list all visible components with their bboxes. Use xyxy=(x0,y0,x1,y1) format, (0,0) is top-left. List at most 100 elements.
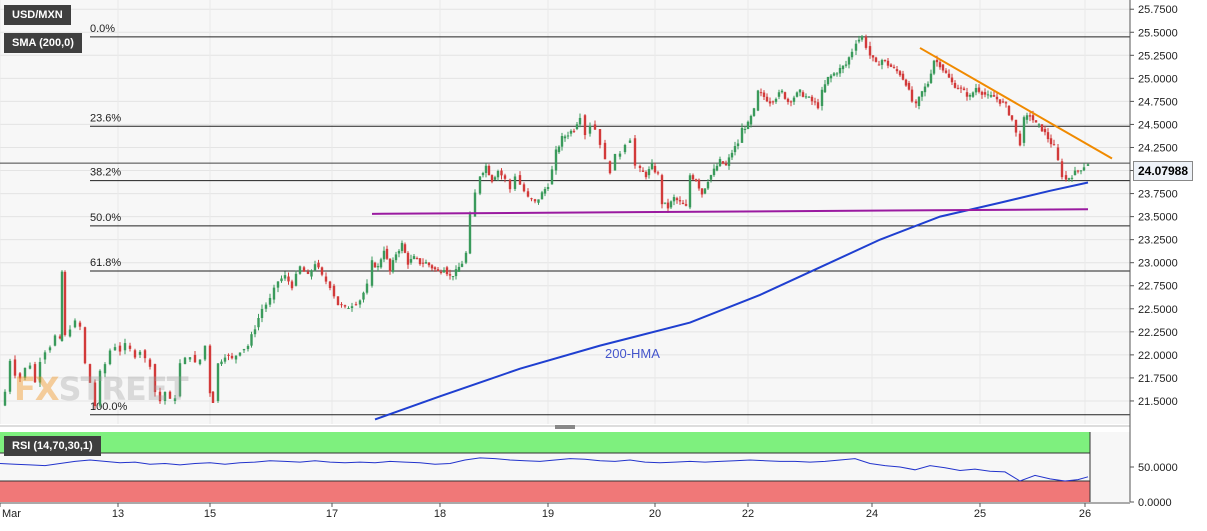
candle-body xyxy=(660,175,664,205)
candle-body xyxy=(762,92,766,97)
candle-body xyxy=(618,153,622,157)
candle-body xyxy=(168,391,172,399)
candle-body xyxy=(173,398,177,401)
candle-body xyxy=(901,73,905,80)
candle-body xyxy=(68,329,72,337)
candle-body xyxy=(18,373,22,379)
candle-body xyxy=(780,90,784,93)
y-axis-tick-label: 22.0000 xyxy=(1138,350,1178,362)
rsi-axis-tick-label: 50.0000 xyxy=(1138,462,1178,474)
panel-resize-handle xyxy=(555,425,575,429)
rsi-indicator-label[interactable]: RSI (14,70,30,1) xyxy=(4,436,101,456)
candle-body xyxy=(379,259,383,268)
candle-body xyxy=(578,117,582,125)
candle-body xyxy=(283,275,287,279)
candle-body xyxy=(1040,124,1044,132)
candle-body xyxy=(382,250,386,260)
candle-body xyxy=(540,192,544,200)
candle-body xyxy=(533,199,537,202)
candle-body xyxy=(1031,115,1035,121)
candle-body xyxy=(63,271,67,335)
candle-body xyxy=(823,84,827,93)
candle-body xyxy=(694,179,698,182)
fib-level-label: 61.8% xyxy=(90,257,121,269)
y-axis-tick-label: 23.0000 xyxy=(1138,258,1178,270)
candle-body xyxy=(783,92,787,99)
candle-body xyxy=(13,359,17,376)
candle-body xyxy=(623,144,627,153)
candle-body xyxy=(537,199,540,203)
candle-body xyxy=(415,258,419,260)
candle-body xyxy=(691,175,695,180)
candle-body xyxy=(216,363,220,401)
candle-body xyxy=(253,329,257,335)
y-axis-tick-label: 23.7500 xyxy=(1138,189,1178,201)
x-axis-tick-label: 24 xyxy=(866,508,878,520)
candle-body xyxy=(777,92,781,97)
candle-body xyxy=(317,262,320,268)
candle-body xyxy=(886,60,890,66)
candle-body xyxy=(681,202,685,205)
candle-body xyxy=(1086,164,1090,166)
y-axis-tick-label: 25.0000 xyxy=(1138,73,1178,85)
candle-body xyxy=(560,136,564,147)
candle-body xyxy=(926,83,930,87)
sma-indicator-label[interactable]: SMA (200,0) xyxy=(4,33,82,53)
candle-body xyxy=(789,101,793,103)
candle-body xyxy=(493,177,497,180)
candle-body xyxy=(203,345,207,360)
candle-body xyxy=(792,97,796,102)
candle-body xyxy=(650,163,654,170)
candle-body xyxy=(148,359,152,367)
candle-body xyxy=(647,169,651,176)
candle-body xyxy=(877,64,881,66)
candle-body xyxy=(628,140,632,143)
candle-body xyxy=(336,296,340,306)
candle-body xyxy=(1082,167,1086,171)
candle-body xyxy=(1010,115,1014,120)
candle-body xyxy=(503,175,507,179)
candle-body xyxy=(43,352,47,360)
candle-body xyxy=(715,165,719,171)
resistance-trendline xyxy=(919,47,1113,160)
candle-body xyxy=(138,351,142,355)
y-axis-tick-label: 22.7500 xyxy=(1138,281,1178,293)
candle-body xyxy=(128,345,132,349)
candle-body xyxy=(302,267,306,272)
candle-body xyxy=(968,94,972,97)
candle-body xyxy=(496,171,500,178)
candle-body xyxy=(768,101,772,104)
candle-body xyxy=(1025,115,1029,120)
candle-body xyxy=(829,75,833,79)
candle-body xyxy=(38,361,42,383)
candle-body xyxy=(340,304,343,306)
candle-body xyxy=(358,300,362,305)
candle-body xyxy=(950,77,954,83)
candle-body xyxy=(484,165,488,173)
candle-body xyxy=(813,101,817,103)
candle-body xyxy=(583,115,587,136)
candle-body xyxy=(48,347,52,351)
candle-body xyxy=(554,149,558,171)
candle-body xyxy=(941,64,945,71)
candle-body xyxy=(412,256,416,259)
rsi-oversold-zone xyxy=(0,481,1090,502)
candle-body xyxy=(956,87,960,89)
candle-body xyxy=(992,95,996,97)
candle-body xyxy=(910,89,914,102)
candle-body xyxy=(633,138,637,166)
candle-body xyxy=(854,43,858,51)
candle-body xyxy=(653,165,657,173)
candle-body xyxy=(965,92,969,97)
x-axis-tick-label: 17 xyxy=(326,508,338,520)
candle-body xyxy=(123,343,127,351)
candle-body xyxy=(923,86,927,93)
candle-body xyxy=(959,87,963,89)
candle-body xyxy=(276,281,280,288)
rsi-overbought-zone xyxy=(0,432,1090,453)
candle-body xyxy=(935,59,939,63)
symbol-label[interactable]: USD/MXN xyxy=(4,5,71,25)
candle-body xyxy=(724,163,728,166)
candle-body xyxy=(697,179,701,189)
